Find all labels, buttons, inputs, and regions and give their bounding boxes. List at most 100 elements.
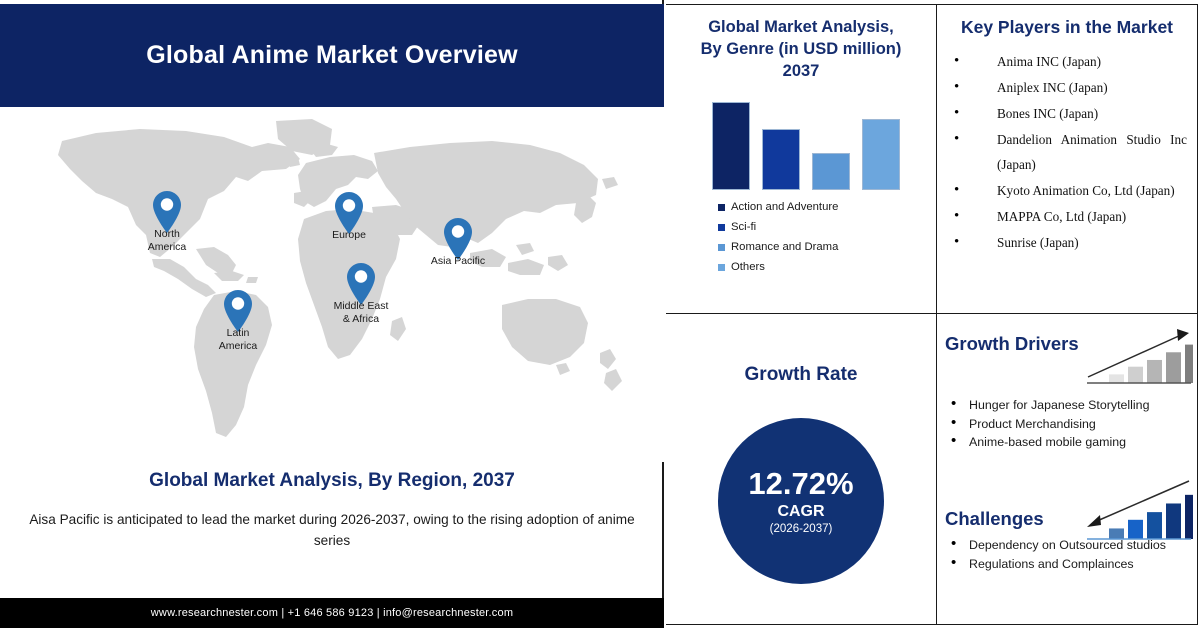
cagr-value: 12.72% xyxy=(748,466,854,501)
drivers-bar xyxy=(1185,344,1193,383)
genre-title-line2: By Genre (in USD million) xyxy=(700,40,902,58)
challenges-arrow-head-icon xyxy=(1087,515,1101,527)
map-pin-north-america[interactable]: North America xyxy=(148,190,186,253)
pin-label-line1: Latin xyxy=(226,327,250,339)
drivers-challenges-panel: Growth Drivers Hunger for Japanese Story… xyxy=(937,314,1198,625)
growth-rate-panel: Growth Rate 12.72% CAGR (2026-2037) xyxy=(666,314,937,625)
left-panel: Global Anime Market Overview xyxy=(0,0,664,628)
genre-title-line1: Global Market Analysis, xyxy=(708,18,894,36)
footer-contact-text: www.researchnester.com | +1 646 586 9123… xyxy=(150,607,514,619)
location-pin-icon xyxy=(347,263,375,305)
map-pin-label: North America xyxy=(148,228,187,253)
challenges-bar xyxy=(1147,512,1162,539)
pin-label-line1: Europe xyxy=(332,229,366,241)
challenges-list: Dependency on Outsourced studios Regulat… xyxy=(945,535,1197,574)
drivers-bar xyxy=(1109,374,1124,383)
world-map: North America Europe Asi xyxy=(0,107,664,462)
location-pin-icon xyxy=(224,290,252,332)
map-pin-label: Asia Pacific xyxy=(431,255,485,268)
genre-analysis-panel: Global Market Analysis, By Genre (in USD… xyxy=(666,4,937,314)
pin-label-line1: Asia Pacific xyxy=(430,255,486,267)
growth-rate-title: Growth Rate xyxy=(744,364,858,385)
legend-item: Others xyxy=(718,257,936,277)
location-pin-icon xyxy=(153,191,181,233)
map-pin-label: Middle East & Africa xyxy=(334,300,389,325)
challenges-trend-chart xyxy=(1087,480,1193,540)
genre-bar xyxy=(712,102,749,189)
pin-label-line2: America xyxy=(218,339,258,352)
legend-label: Romance and Drama xyxy=(731,241,839,253)
drivers-bar xyxy=(1128,366,1143,383)
legend-label: Action and Adventure xyxy=(731,201,839,213)
legend-item: Action and Adventure xyxy=(718,197,936,217)
growth-drivers-title: Growth Drivers xyxy=(945,333,1079,354)
drivers-bar xyxy=(1147,359,1162,383)
map-pin-label: Europe xyxy=(332,229,366,242)
map-landmasses xyxy=(58,119,622,437)
key-player-item: Anima INC (Japan) xyxy=(951,49,1187,74)
genre-chart-legend: Action and Adventure Sci-fi Romance and Dr… xyxy=(666,197,936,277)
growth-drivers-trend-chart xyxy=(1087,329,1193,384)
drivers-trend-line xyxy=(1087,334,1182,378)
genre-bar xyxy=(762,130,799,189)
legend-swatch xyxy=(718,243,725,251)
genre-bar-chart xyxy=(666,94,936,189)
title-banner: Global Anime Market Overview xyxy=(0,4,664,107)
challenges-bar xyxy=(1128,519,1143,539)
challenges-bar xyxy=(1109,528,1124,539)
legend-label: Others xyxy=(731,261,765,273)
legend-swatch xyxy=(718,203,725,211)
map-pin-middle-east-africa[interactable]: Middle East & Africa xyxy=(334,262,388,325)
genre-bar xyxy=(862,119,899,189)
cagr-period: (2026-2037) xyxy=(769,523,833,535)
cagr-label: CAGR xyxy=(777,503,825,520)
drivers-arrow-head-icon xyxy=(1177,329,1189,341)
key-player-item: Aniplex INC (Japan) xyxy=(951,75,1187,100)
key-player-item: Kyoto Animation Co, Ltd (Japan) xyxy=(951,178,1187,203)
key-players-title: Key Players in the Market xyxy=(960,17,1174,37)
key-player-item: Sunrise (Japan) xyxy=(951,230,1187,255)
legend-item: Romance and Drama xyxy=(718,237,936,257)
pin-label-line2: America xyxy=(147,240,187,253)
key-player-item: Dandelion Animation Studio Inc (Japan) xyxy=(951,127,1187,177)
legend-item: Sci-fi xyxy=(718,217,936,237)
region-analysis-note: Aisa Pacific is anticipated to lead the … xyxy=(29,512,635,548)
challenges-title: Challenges xyxy=(945,508,1044,529)
key-player-item: MAPPA Co, Ltd (Japan) xyxy=(951,204,1187,229)
pin-label-line2: & Africa xyxy=(342,312,380,325)
region-analysis-heading: Global Market Analysis, By Region, 2037 xyxy=(149,470,515,491)
drivers-bar xyxy=(1166,352,1181,383)
challenges-bars xyxy=(1109,494,1193,539)
cagr-badge: 12.72% CAGR (2026-2037) xyxy=(718,418,884,584)
legend-label: Sci-fi xyxy=(731,221,757,233)
growth-driver-item: Product Merchandising xyxy=(945,414,1195,434)
genre-bar xyxy=(812,154,849,189)
map-pin-europe[interactable]: Europe xyxy=(332,191,366,241)
location-pin-icon xyxy=(444,218,472,260)
challenge-item: Dependency on Outsourced studios xyxy=(945,535,1197,555)
growth-driver-item: Anime-based mobile gaming xyxy=(945,432,1195,452)
page-title: Global Anime Market Overview xyxy=(146,41,518,69)
drivers-bars xyxy=(1109,344,1193,383)
growth-driver-item: Hunger for Japanese Storytelling xyxy=(945,395,1195,415)
challenges-trend-line xyxy=(1096,480,1190,522)
world-map-svg xyxy=(58,119,622,437)
pin-label-line1: North xyxy=(154,228,180,240)
footer-bar: www.researchnester.com | +1 646 586 9123… xyxy=(0,598,664,628)
location-pin-icon xyxy=(335,192,363,234)
map-pin-latin-america[interactable]: Latin America xyxy=(219,289,257,352)
legend-swatch xyxy=(718,263,725,271)
genre-panel-title: Global Market Analysis, By Genre (in USD… xyxy=(666,16,936,82)
map-pin-asia-pacific[interactable]: Asia Pacific xyxy=(431,217,485,267)
challenges-bar xyxy=(1185,494,1193,539)
key-players-list: Anima INC (Japan)Aniplex INC (Japan)Bone… xyxy=(937,49,1197,255)
legend-swatch xyxy=(718,223,725,231)
pin-label-line1: Middle East xyxy=(333,300,389,312)
challenge-item: Regulations and Complainces xyxy=(945,554,1197,574)
growth-drivers-list: Hunger for Japanese StorytellingProduct … xyxy=(945,395,1195,452)
key-players-panel: Key Players in the Market Anima INC (Jap… xyxy=(937,4,1198,314)
map-pin-label: Latin America xyxy=(219,327,258,352)
genre-title-line3: 2037 xyxy=(782,62,820,80)
challenges-bar xyxy=(1166,503,1181,539)
